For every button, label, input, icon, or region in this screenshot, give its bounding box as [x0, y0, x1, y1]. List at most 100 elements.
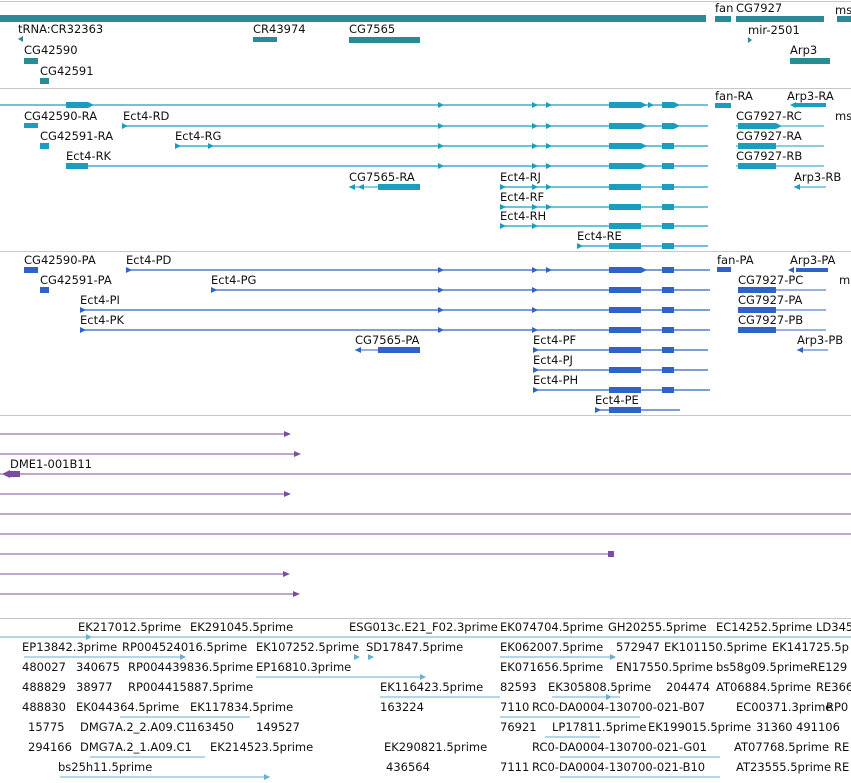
est-label[interactable]: RC0-DA0004-130700-021-G01 — [532, 740, 707, 754]
protein-ect4-ph[interactable] — [533, 387, 710, 393]
transcript-arp3-ra[interactable] — [790, 102, 826, 108]
est-label[interactable]: RC0-DA0004-130700-021-B10 — [532, 760, 706, 774]
clone-line[interactable] — [0, 491, 291, 497]
protein-arp3-pb[interactable] — [797, 347, 828, 353]
protein-ect4-pg[interactable] — [211, 287, 710, 293]
transcript-cg42591-ra[interactable] — [40, 143, 49, 149]
protein-label[interactable]: CG7927-PA — [738, 293, 803, 307]
est-label[interactable]: RP0 — [826, 700, 849, 714]
est-label[interactable]: EK074704.5prime — [500, 620, 604, 634]
protein-label[interactable]: Ect4-PG — [211, 273, 257, 287]
rna-label[interactable]: Ect4-RK — [66, 149, 112, 163]
est-label[interactable]: LD345 — [816, 620, 851, 634]
protein-label[interactable]: CG7565-PA — [355, 333, 420, 347]
protein-label[interactable]: Ect4-PK — [80, 313, 125, 327]
gene-label[interactable]: mir-2501 — [748, 23, 800, 37]
est-label[interactable]: 491106 — [796, 720, 840, 734]
protein-label[interactable]: Arp3-PA — [790, 253, 836, 267]
est-label[interactable]: EK044364.5prime — [76, 700, 180, 714]
est-label[interactable]: RE366 — [816, 680, 851, 694]
est-label[interactable]: 76921 — [500, 720, 537, 734]
transcript-ect4-rk[interactable] — [66, 163, 708, 169]
est-label[interactable]: 294166 — [28, 740, 72, 754]
gene-label[interactable]: CG42591 — [40, 64, 94, 78]
gene-label[interactable]: CR43974 — [253, 22, 306, 36]
gene-bar-arp3[interactable] — [790, 58, 830, 64]
est-label[interactable]: EP16810.3prime — [256, 660, 352, 674]
gene-bar-cr32363[interactable] — [0, 15, 706, 22]
protein-ect4-pi[interactable] — [80, 307, 710, 313]
protein-ect4-pd[interactable] — [126, 267, 710, 273]
est-label[interactable]: 149527 — [256, 720, 300, 734]
rna-label[interactable]: Ect4-RJ — [500, 170, 541, 184]
protein-label[interactable]: Ect4-PI — [80, 293, 120, 307]
est-label[interactable]: EK062007.5prime — [500, 640, 604, 654]
est-label[interactable]: 7111 — [500, 760, 530, 774]
est-label[interactable]: DMG7A.2_2.A09.C1 — [80, 720, 192, 734]
rna-label[interactable]: fan-RA — [715, 89, 753, 103]
gene-bar-cr43974[interactable] — [253, 37, 277, 42]
gene-label[interactable]: fan — [715, 1, 734, 15]
est-label[interactable]: 31360 — [756, 720, 793, 734]
rna-label[interactable]: Ect4-RE — [577, 229, 622, 243]
est-label[interactable]: RE129 — [810, 660, 848, 674]
est-label[interactable]: SD17847.5prime — [366, 640, 464, 654]
est-label[interactable]: AT23555.5prime — [736, 760, 832, 774]
clone-line[interactable] — [0, 551, 614, 557]
transcript-ect4-rh[interactable] — [500, 223, 708, 229]
est-label[interactable]: DMG7A.2_1.A09.C1 — [80, 740, 192, 754]
est-label[interactable]: EC00371.3prime — [736, 700, 833, 714]
protein-label[interactable]: Ect4-PD — [126, 253, 172, 267]
transcript-ect4-rg[interactable] — [175, 143, 708, 149]
est-label[interactable]: 488829 — [22, 680, 66, 694]
est-label[interactable]: 204474 — [666, 680, 710, 694]
clone-line[interactable] — [0, 451, 301, 457]
est-label[interactable]: EK214523.5prime — [210, 740, 314, 754]
rna-label[interactable]: CG7927-RB — [736, 149, 803, 163]
est-label[interactable]: RP004439836.5prime — [128, 660, 254, 674]
rna-label[interactable]: ms — [835, 109, 851, 123]
transcript-arp3-rb[interactable] — [794, 184, 826, 190]
protein-ect4-pj[interactable] — [533, 367, 708, 373]
est-label[interactable]: 340675 — [76, 660, 120, 674]
est-label[interactable]: 38977 — [76, 680, 113, 694]
est-label[interactable]: EK101150.5prime — [664, 640, 768, 654]
est-label[interactable]: EK107252.5prime — [256, 640, 360, 654]
est-label[interactable]: EK116423.5prime — [380, 680, 484, 694]
protein-label[interactable]: CG42591-PA — [40, 273, 112, 287]
est-label[interactable]: 7110 — [500, 700, 530, 714]
est-label[interactable]: GH20255.5prime — [608, 620, 707, 634]
est-label[interactable]: EK305808.5prime — [548, 680, 652, 694]
est-label[interactable]: EK290821.5prime — [384, 740, 488, 754]
est-label[interactable]: RC0-DA0004-130700-021-B07 — [532, 700, 706, 714]
gene-bar-cg7927[interactable] — [736, 16, 824, 22]
protein-label[interactable]: CG42590-PA — [24, 253, 96, 267]
est-label[interactable]: 15775 — [28, 720, 65, 734]
est-label[interactable]: 82593 — [500, 680, 537, 694]
gene-label[interactable]: ms — [835, 3, 851, 17]
est-label[interactable]: 163224 — [380, 700, 424, 714]
protein-label[interactable]: CG7927-PB — [738, 313, 804, 327]
est-label[interactable]: RP004524016.5prime — [122, 640, 248, 654]
est-label[interactable]: EK199015.5prime — [648, 720, 752, 734]
gene-bar-cg42591[interactable] — [40, 78, 49, 84]
protein-cg7565-pa[interactable] — [355, 347, 420, 353]
est-label[interactable]: AT07768.5prime — [734, 740, 830, 754]
gene-label[interactable]: CG7565 — [349, 22, 396, 36]
est-label[interactable]: bs58g09.5prime — [716, 660, 811, 674]
est-label[interactable]: EK217012.5prime — [78, 620, 182, 634]
transcript-fan-ra[interactable] — [715, 103, 731, 108]
protein-ect4-pf[interactable] — [533, 347, 708, 353]
gene-label[interactable]: CG42590 — [24, 43, 78, 57]
protein-arp3-pa[interactable] — [788, 267, 828, 273]
est-label[interactable]: EC14252.5prime — [716, 620, 813, 634]
est-label[interactable]: EP13842.3prime — [22, 640, 118, 654]
protein-cg42591-pa[interactable] — [40, 287, 49, 293]
protein-ect4-pe[interactable] — [595, 407, 680, 413]
transcript-cg7565-ra[interactable] — [349, 184, 420, 190]
rna-label[interactable]: CG7927-RC — [736, 109, 802, 123]
est-label[interactable]: 436564 — [386, 760, 430, 774]
est-label[interactable]: EK117834.5prime — [190, 700, 294, 714]
est-label[interactable]: bs25h11.5prime — [58, 760, 153, 774]
est-label[interactable]: RE — [834, 760, 850, 774]
